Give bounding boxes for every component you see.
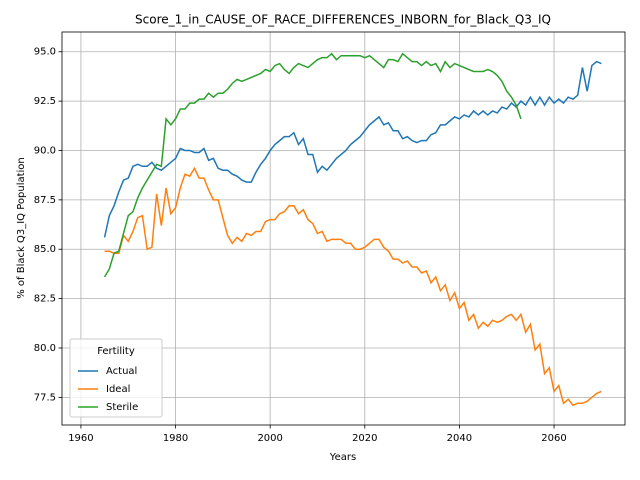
x-tick-label: 1960: [68, 433, 93, 444]
y-tick-label: 95.0: [34, 47, 56, 58]
x-tick-label: 2000: [257, 433, 282, 444]
legend-label: Ideal: [106, 384, 130, 395]
y-tick-label: 77.5: [34, 392, 56, 403]
legend-label: Sterile: [106, 402, 138, 413]
y-axis-label: % of Black Q3_IQ Population: [16, 157, 27, 299]
series-line: [103, 52, 522, 278]
series-line: [103, 60, 602, 238]
y-tick-label: 92.5: [34, 96, 56, 107]
chart-title: Score_1_in_CAUSE_OF_RACE_DIFFERENCES_INB…: [135, 13, 551, 27]
y-tick-label: 82.5: [34, 294, 56, 305]
x-tick-label: 2020: [352, 433, 377, 444]
legend-title: Fertility: [97, 346, 135, 357]
x-tick-label: 2040: [447, 433, 472, 444]
y-tick-label: 80.0: [34, 343, 56, 354]
legend-label: Actual: [106, 366, 137, 377]
y-tick-label: 87.5: [34, 195, 56, 206]
legend-box: [69, 338, 163, 418]
plot-frame: [61, 31, 626, 426]
x-tick-label: 1980: [163, 433, 188, 444]
x-tick-label: 2060: [541, 433, 566, 444]
series-line: [104, 166, 602, 407]
y-tick-label: 90.0: [34, 145, 56, 156]
x-axis-label: Years: [329, 452, 356, 463]
y-tick-label: 85.0: [34, 244, 56, 255]
